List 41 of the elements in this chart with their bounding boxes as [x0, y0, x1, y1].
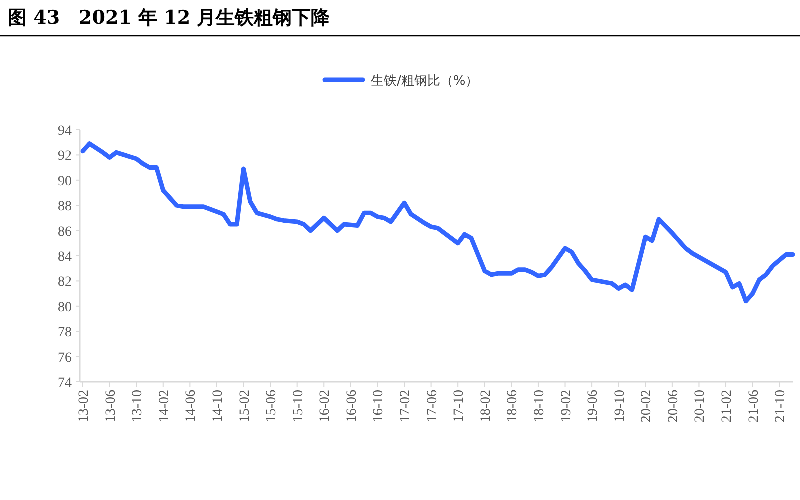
y-tick-label: 94 [58, 124, 72, 139]
y-tick-label: 76 [58, 350, 72, 366]
x-tick-label: 15-10 [291, 390, 306, 423]
x-tick-label: 13-10 [130, 390, 146, 423]
x-tick-label: 21-10 [774, 390, 789, 423]
chart-title: 图 43 2021 年 12 月生铁粗钢下降 [8, 7, 332, 29]
y-tick-label: 84 [58, 250, 72, 265]
x-tick-label: 17-10 [452, 390, 468, 423]
x-tick-label: 20-06 [666, 390, 682, 423]
x-tick-label: 18-06 [506, 390, 521, 423]
x-tick-label: 20-02 [640, 390, 655, 423]
line-series [80, 142, 796, 304]
y-tick-label: 88 [58, 200, 72, 215]
x-tick-label: 19-06 [586, 390, 602, 423]
x-tick-label: 14-02 [157, 390, 172, 423]
x-tick-label: 18-02 [478, 390, 494, 423]
x-tick-label: 19-10 [612, 390, 628, 423]
x-tick-label: 16-02 [318, 390, 334, 423]
x-tick-label: 19-02 [559, 390, 574, 423]
x-tick-label: 16-10 [372, 390, 387, 423]
x-tick-label: 21-06 [746, 390, 762, 423]
x-tick-label: 14-10 [210, 390, 226, 423]
x-tick-label: 16-06 [344, 390, 360, 423]
x-tick-label: 18-10 [532, 390, 548, 423]
y-tick-label: 82 [58, 275, 72, 290]
x-tick-label: 17-02 [398, 390, 414, 423]
y-tick-label: 80 [58, 300, 72, 316]
x-tick-label: 21-02 [720, 390, 736, 423]
x-tick-label: 14-06 [184, 390, 200, 423]
x-tick-label: 20-10 [693, 390, 708, 423]
x-tick-label: 15-06 [264, 390, 280, 423]
x-tick-label: 13-02 [77, 390, 92, 423]
legend-label: 生铁/粗钢比（%） [371, 74, 479, 89]
x-tick-label: 17-06 [425, 390, 440, 423]
y-tick-label: 74 [58, 376, 72, 391]
y-tick-label: 78 [58, 326, 72, 341]
x-tick-label: 15-02 [238, 390, 253, 423]
x-tick-label: 13-06 [104, 390, 119, 423]
y-tick-label: 92 [58, 149, 72, 164]
y-tick-label: 86 [58, 224, 72, 240]
y-tick-label: 90 [58, 174, 72, 190]
